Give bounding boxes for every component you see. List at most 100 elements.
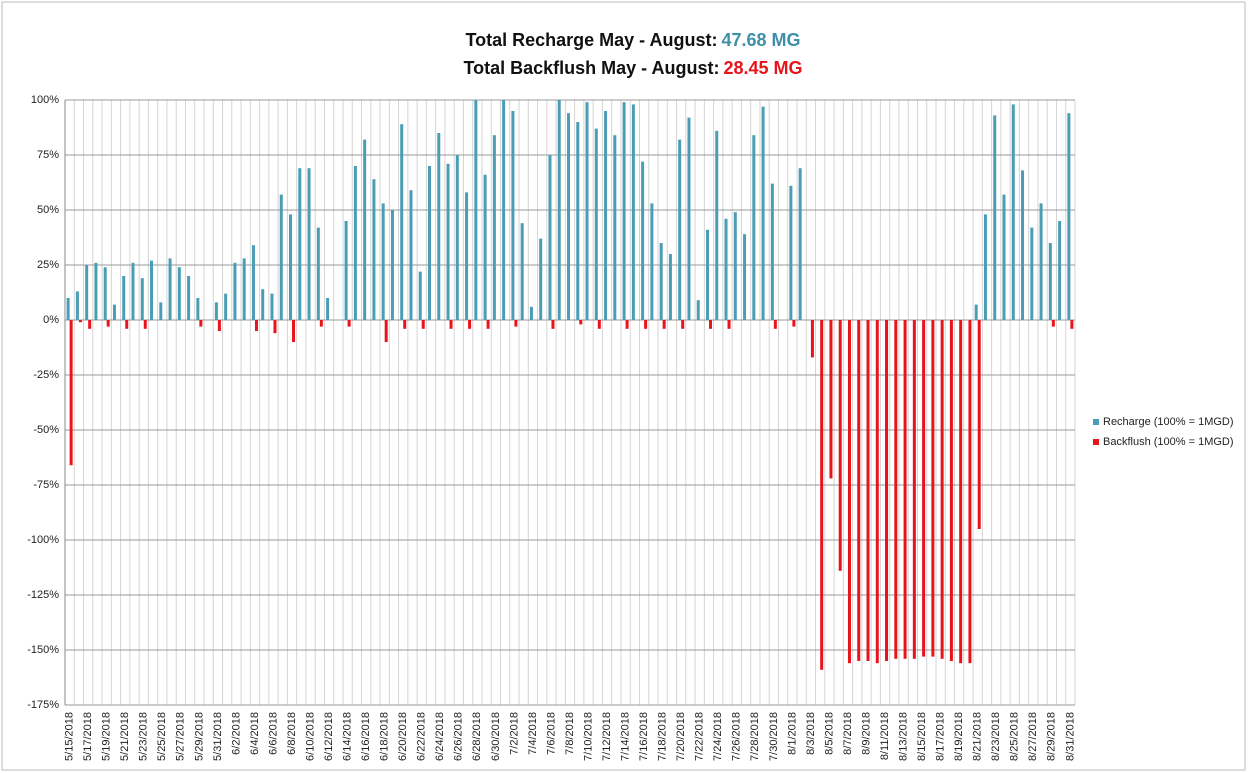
bar [289,214,293,320]
bar [644,320,648,329]
bar [820,320,824,670]
bar [292,320,296,342]
x-tick-label: 8/31/2018 [1064,712,1076,761]
x-tick-label: 6/20/2018 [397,712,409,761]
bar [912,320,916,659]
bar [687,117,691,320]
bar [696,300,700,320]
bar [875,320,879,664]
bar [798,168,802,320]
x-tick-label: 8/19/2018 [953,712,965,761]
bar [983,214,987,320]
chart-title: Total Recharge May - August: 47.68 MG [465,30,800,50]
bar [94,262,98,320]
x-tick-label: 6/16/2018 [360,712,372,761]
bar [409,190,413,320]
bar [428,166,432,320]
bar [143,320,147,329]
bar [502,100,506,320]
bar [511,111,515,320]
bar [403,320,407,329]
bar [159,302,163,320]
y-tick-label: 100% [31,94,59,106]
bar [66,298,70,320]
bar [520,223,524,320]
bar [242,258,246,320]
bar [214,302,218,320]
bar [959,320,963,664]
x-tick-label: 7/24/2018 [712,712,724,761]
bar [199,320,203,327]
bar [631,104,635,321]
bar [715,130,719,320]
bar [492,135,496,320]
x-tick-label: 5/21/2018 [119,712,131,761]
legend-label: Recharge (100% = 1MGD) [1103,416,1234,428]
bar [968,320,972,664]
x-tick-label: 6/24/2018 [434,712,446,761]
bar [446,163,450,320]
bar [298,168,302,320]
x-tick-label: 6/8/2018 [286,712,298,755]
x-tick-label: 5/31/2018 [212,712,224,761]
bar [529,306,533,320]
x-tick-label: 6/4/2018 [249,712,261,755]
bar [1051,320,1055,327]
bar [733,212,737,320]
x-tick-label: 6/28/2018 [471,712,483,761]
x-tick-label: 7/4/2018 [527,712,539,755]
x-tick-label: 7/28/2018 [749,712,761,761]
x-tick-label: 5/25/2018 [156,712,168,761]
bar [650,203,654,320]
bar [810,320,814,358]
chart-title: Total Backflush May - August: 28.45 MG [463,58,802,78]
x-tick-label: 7/18/2018 [657,712,669,761]
x-tick-label: 6/14/2018 [342,712,354,761]
title-value: 47.68 MG [721,30,800,50]
bar [177,267,181,320]
bar [344,221,348,320]
bar [548,155,552,320]
bar [1011,104,1015,321]
bar [196,298,200,320]
bar [363,139,367,320]
bar [705,229,709,320]
bar [993,115,997,321]
title-value: 28.45 MG [723,58,802,78]
title-text: Total Backflush May - August: [463,58,719,78]
x-tick-label: 8/15/2018 [916,712,928,761]
x-tick-label: 8/9/2018 [860,712,872,755]
bar [557,100,561,320]
bar [1039,203,1043,320]
bar [279,194,283,320]
x-tick-label: 8/23/2018 [990,712,1002,761]
bar [539,238,543,320]
bar [217,320,221,331]
bar [585,102,589,320]
bar [931,320,935,657]
bar [922,320,926,657]
bar [1021,170,1025,320]
bar [78,320,82,323]
bar [69,320,73,466]
x-tick-label: 6/22/2018 [416,712,428,761]
bar [254,320,258,331]
bar [1002,194,1006,320]
x-tick-label: 7/16/2018 [638,712,650,761]
bar [1058,221,1062,320]
x-tick-label: 6/30/2018 [490,712,502,761]
x-tick-label: 6/10/2018 [304,712,316,761]
x-tick-label: 5/19/2018 [101,712,113,761]
x-tick-label: 7/6/2018 [545,712,557,755]
bar [743,234,747,320]
bar [75,291,79,320]
bar [551,320,555,329]
bar [668,254,672,320]
bar [486,320,490,329]
x-tick-label: 8/13/2018 [897,712,909,761]
bar [474,100,478,320]
y-tick-label: -50% [33,424,59,436]
bar [678,139,682,320]
x-tick-label: 5/29/2018 [193,712,205,761]
